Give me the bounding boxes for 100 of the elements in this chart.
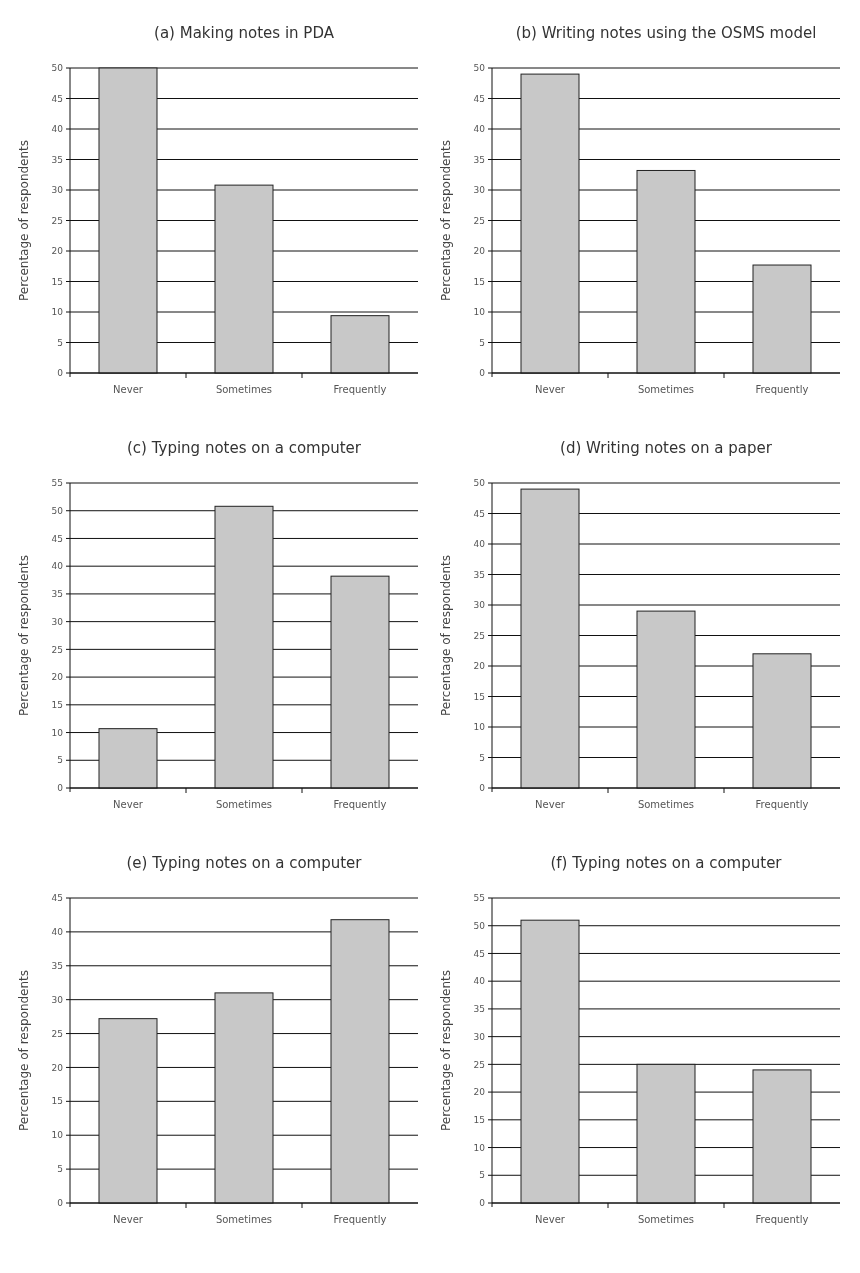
bar: [752, 653, 812, 789]
y-tick-label: 30: [473, 600, 486, 611]
y-tick-label: 45: [473, 508, 485, 519]
bar: [330, 575, 390, 789]
x-tick-label: Sometimes: [215, 384, 273, 395]
y-tick-label: 20: [51, 1062, 64, 1073]
y-tick-label: 35: [51, 154, 63, 165]
y-tick-label: 0: [479, 1198, 486, 1209]
y-axis-title: Percentage of respondents: [439, 139, 453, 302]
y-tick-label: 5: [479, 337, 485, 348]
x-tick-label: Never: [535, 1214, 566, 1225]
x-tick-label: Frequently: [755, 384, 809, 395]
y-tick-label: 5: [57, 755, 63, 766]
bar: [520, 919, 580, 1204]
bar: [636, 169, 696, 374]
y-tick-label: 45: [51, 93, 63, 104]
y-tick-label: 40: [473, 124, 486, 135]
y-tick-label: 20: [473, 661, 486, 672]
y-tick-label: 15: [473, 276, 485, 287]
y-tick-label: 35: [473, 1004, 485, 1015]
bar: [752, 264, 812, 374]
x-tick-label: Sometimes: [215, 1214, 273, 1225]
y-tick-label: 10: [473, 722, 486, 733]
y-axis-title: Percentage of respondents: [439, 969, 453, 1132]
y-tick-label: 50: [51, 63, 64, 74]
y-tick-label: 35: [51, 589, 63, 600]
y-tick-label: 50: [473, 920, 486, 931]
x-tick-label: Sometimes: [637, 799, 695, 810]
y-tick-label: 0: [57, 783, 64, 794]
x-tick-label: Never: [113, 799, 144, 810]
y-tick-label: 15: [51, 1096, 63, 1107]
y-tick-label: 0: [57, 368, 64, 379]
chart-title: (f) Typing notes on a computer: [550, 854, 783, 872]
y-tick-label: 30: [473, 185, 486, 196]
x-tick-label: Frequently: [333, 384, 387, 395]
y-tick-label: 55: [473, 893, 485, 904]
y-tick-label: 15: [473, 691, 485, 702]
y-tick-label: 50: [473, 63, 486, 74]
y-tick-label: 15: [473, 1114, 485, 1125]
y-tick-label: 0: [57, 1198, 64, 1209]
x-tick-label: Sometimes: [637, 384, 695, 395]
y-tick-label: 25: [51, 1028, 63, 1039]
x-tick-label: Frequently: [333, 1214, 387, 1225]
y-tick-label: 25: [51, 215, 63, 226]
chart-title: (e) Typing notes on a computer: [126, 854, 363, 872]
y-tick-label: 45: [473, 948, 485, 959]
y-tick-label: 20: [51, 246, 64, 257]
y-tick-label: 25: [473, 1059, 485, 1070]
bar: [330, 919, 390, 1204]
x-tick-label: Sometimes: [215, 799, 273, 810]
y-tick-label: 30: [51, 994, 64, 1005]
y-tick-label: 25: [51, 644, 63, 655]
bar: [330, 315, 390, 374]
y-tick-label: 10: [51, 307, 64, 318]
y-tick-label: 40: [51, 561, 64, 572]
y-tick-label: 40: [473, 976, 486, 987]
y-tick-label: 10: [473, 1142, 486, 1153]
y-tick-label: 40: [51, 927, 64, 938]
y-axis-title: Percentage of respondents: [17, 554, 31, 717]
x-tick-label: Never: [535, 384, 566, 395]
y-tick-label: 20: [51, 672, 64, 683]
bar: [520, 73, 580, 374]
bar: [214, 505, 274, 789]
y-tick-label: 55: [51, 478, 63, 489]
y-tick-label: 30: [473, 1031, 486, 1042]
x-tick-label: Never: [535, 799, 566, 810]
y-tick-label: 35: [51, 960, 63, 971]
y-axis-title: Percentage of respondents: [17, 969, 31, 1132]
y-axis-title: Percentage of respondents: [439, 554, 453, 717]
y-tick-label: 35: [473, 154, 485, 165]
y-tick-label: 25: [473, 630, 485, 641]
x-tick-label: Sometimes: [637, 1214, 695, 1225]
y-tick-label: 50: [51, 505, 64, 516]
chart-title: (b) Writing notes using the OSMS model: [515, 24, 817, 42]
y-tick-label: 0: [479, 368, 486, 379]
x-tick-label: Frequently: [755, 1214, 809, 1225]
x-tick-label: Frequently: [755, 799, 809, 810]
y-tick-label: 30: [51, 185, 64, 196]
chart-title: (d) Writing notes on a paper: [560, 439, 773, 457]
y-tick-label: 45: [473, 93, 485, 104]
y-tick-label: 15: [51, 276, 63, 287]
bar: [98, 1018, 158, 1204]
x-tick-label: Never: [113, 384, 144, 395]
y-tick-label: 45: [51, 893, 63, 904]
y-tick-label: 5: [479, 1170, 485, 1181]
y-tick-label: 0: [479, 783, 486, 794]
x-tick-label: Never: [113, 1214, 144, 1225]
bar: [98, 67, 158, 374]
y-tick-label: 40: [51, 124, 64, 135]
y-tick-label: 15: [51, 699, 63, 710]
y-tick-label: 5: [57, 1164, 63, 1175]
y-tick-label: 5: [57, 337, 63, 348]
chart-title: (c) Typing notes on a computer: [126, 439, 362, 457]
y-tick-label: 10: [473, 307, 486, 318]
y-tick-label: 10: [51, 1130, 64, 1141]
x-tick-label: Frequently: [333, 799, 387, 810]
bar: [752, 1069, 812, 1204]
y-tick-label: 20: [473, 1087, 486, 1098]
bar: [214, 184, 274, 374]
y-tick-label: 30: [51, 616, 64, 627]
